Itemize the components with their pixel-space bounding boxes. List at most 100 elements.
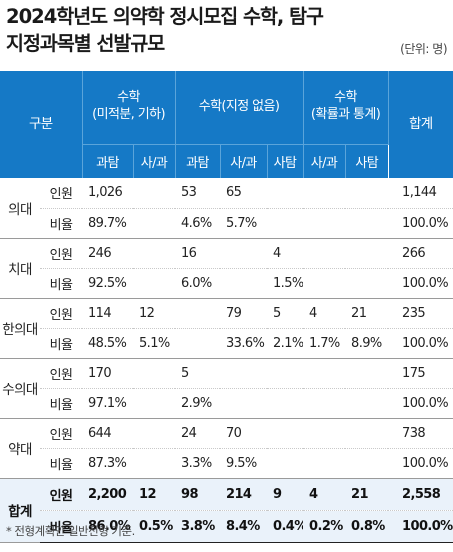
- value-cell: [267, 178, 304, 209]
- value-cell: [133, 418, 176, 449]
- header-group1-line2: (미적분, 기하): [92, 107, 165, 123]
- total-cell: 2,558: [388, 477, 453, 511]
- value-cell: 9: [267, 477, 304, 511]
- row-label: 의대: [0, 178, 40, 239]
- value-cell: 0.2%: [303, 510, 346, 543]
- value-cell: [133, 238, 176, 269]
- header-group-calculus-geometry: 수학 (미적분, 기하): [82, 71, 176, 145]
- value-cell: [303, 268, 346, 299]
- value-cell: 79: [220, 298, 268, 329]
- header-group3-line1: 수학: [334, 90, 357, 106]
- value-cell: 5: [267, 298, 304, 329]
- value-cell: 4.6%: [175, 208, 221, 239]
- value-cell: 2.9%: [175, 388, 221, 419]
- value-cell: 4: [303, 298, 346, 329]
- row-type: 인원: [40, 298, 83, 329]
- value-cell: 92.5%: [82, 268, 134, 299]
- header-sub: 과탐: [82, 144, 134, 178]
- table-row: 의대 인원 1,026 53 65 1,144: [0, 178, 453, 239]
- value-cell: 1.7%: [303, 328, 346, 359]
- row-type: 비율: [40, 208, 83, 239]
- row-label: 치대: [0, 238, 40, 299]
- total-cell: 738: [388, 418, 453, 449]
- value-cell: 48.5%: [82, 328, 134, 359]
- value-cell: [345, 448, 389, 479]
- value-cell: 86.0%: [82, 510, 134, 543]
- value-cell: [175, 328, 221, 359]
- value-cell: 5.1%: [133, 328, 176, 359]
- value-cell: [267, 358, 304, 389]
- value-cell: 2.1%: [267, 328, 304, 359]
- row-type: 비율: [40, 268, 83, 299]
- value-cell: [345, 268, 389, 299]
- row-type: 비율: [40, 328, 83, 359]
- table-row: 비율 48.5% 5.1% 33.6% 2.1% 1.7% 8.9% 100.0%: [0, 328, 453, 359]
- value-cell: 0.5%: [133, 510, 176, 543]
- value-cell: 65: [220, 178, 268, 209]
- value-cell: [220, 238, 268, 269]
- value-cell: [175, 298, 221, 329]
- value-cell: [133, 448, 176, 479]
- row-label: 약대: [0, 418, 40, 479]
- table-row: 비율 97.1% 2.9% 100.0%: [0, 388, 453, 419]
- value-cell: [303, 418, 346, 449]
- value-cell: [303, 388, 346, 419]
- value-cell: 8.4%: [220, 510, 268, 543]
- header-sub: 사탐: [345, 144, 389, 178]
- table-row: 수의대 인원 170 5 175: [0, 358, 453, 419]
- row-label: 수의대: [0, 358, 40, 419]
- total-cell: 1,144: [388, 178, 453, 209]
- total-cell: 100.0%: [388, 208, 453, 239]
- value-cell: 12: [133, 477, 176, 511]
- value-cell: [345, 418, 389, 449]
- value-cell: 9.5%: [220, 448, 268, 479]
- value-cell: [133, 268, 176, 299]
- total-cell: 100.0%: [388, 510, 453, 543]
- value-cell: 1.5%: [267, 268, 304, 299]
- total-cell: 235: [388, 298, 453, 329]
- value-cell: 4: [267, 238, 304, 269]
- header-group-probability-statistics: 수학 (확률과 통계): [303, 71, 389, 145]
- value-cell: [345, 358, 389, 389]
- value-cell: [133, 388, 176, 419]
- header-corner: 구분: [0, 71, 83, 178]
- total-cell: 100.0%: [388, 268, 453, 299]
- row-type: 비율: [40, 388, 83, 419]
- value-cell: [303, 238, 346, 269]
- row-type: 인원: [40, 178, 83, 209]
- value-cell: 53: [175, 178, 221, 209]
- value-cell: 70: [220, 418, 268, 449]
- value-cell: 33.6%: [220, 328, 268, 359]
- row-type: 비율: [40, 448, 83, 479]
- value-cell: 3.3%: [175, 448, 221, 479]
- row-type: 인원: [40, 477, 83, 511]
- table-row: 비율 87.3% 3.3% 9.5% 100.0%: [0, 448, 453, 479]
- value-cell: [133, 358, 176, 389]
- value-cell: [267, 388, 304, 419]
- total-cell: 175: [388, 358, 453, 389]
- table-row: 비율 89.7% 4.6% 5.7% 100.0%: [0, 208, 453, 239]
- value-cell: [303, 178, 346, 209]
- header-total: 합계: [388, 71, 453, 178]
- value-cell: [133, 178, 176, 209]
- value-cell: 8.9%: [345, 328, 389, 359]
- header-sub: 사탐: [267, 144, 304, 178]
- value-cell: [303, 358, 346, 389]
- table-row: 치대 인원 246 16 4 266: [0, 238, 453, 299]
- value-cell: 12: [133, 298, 176, 329]
- value-cell: 21: [345, 477, 389, 511]
- header-sub: 과탐: [175, 144, 221, 178]
- table-row: 한의대 인원 114 12 79 5 4 21 235: [0, 298, 453, 359]
- total-cell: 100.0%: [388, 388, 453, 419]
- total-cell: 266: [388, 238, 453, 269]
- unit-label: (단위: 명): [400, 42, 447, 56]
- row-type: 비율: [40, 510, 83, 543]
- page-title: 2024학년도 의약학 정시모집 수학, 탐구 지정과목별 선발규모: [6, 4, 324, 58]
- header-group-no-designation: 수학(지정 없음): [175, 71, 304, 145]
- table-header: 구분 수학 (미적분, 기하) 수학(지정 없음) 수학 (확률과 통계) 합계…: [0, 71, 453, 178]
- value-cell: [345, 388, 389, 419]
- value-cell: 170: [82, 358, 134, 389]
- value-cell: [220, 268, 268, 299]
- value-cell: [345, 178, 389, 209]
- value-cell: 0.4%: [267, 510, 304, 543]
